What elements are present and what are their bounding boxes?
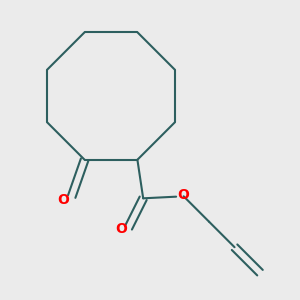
Text: O: O (115, 222, 127, 236)
Text: O: O (57, 193, 69, 207)
Text: O: O (178, 188, 190, 202)
